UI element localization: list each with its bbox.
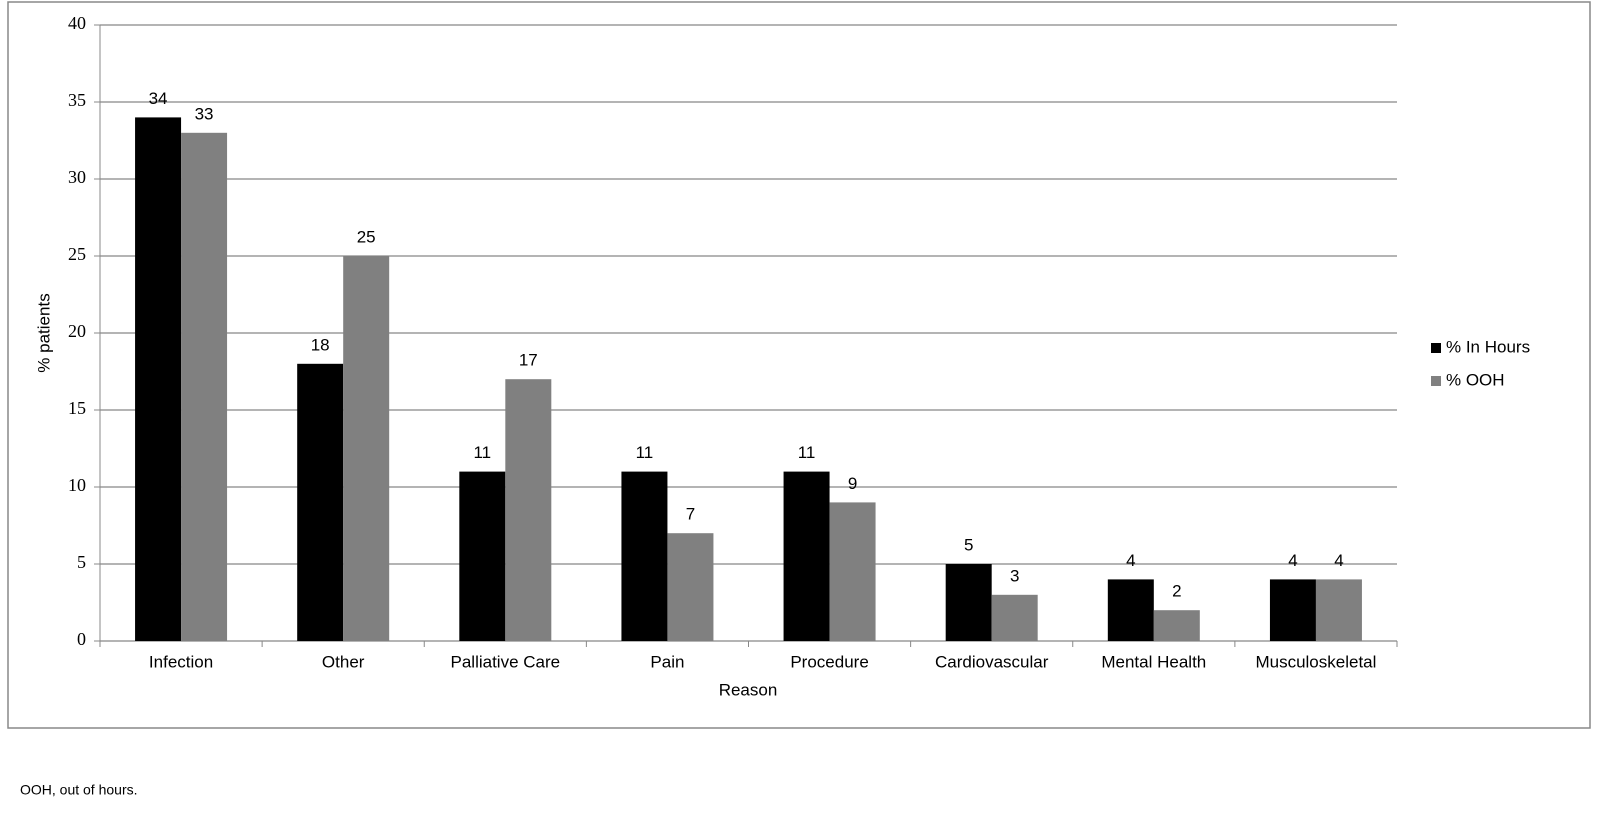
y-axis-title: % patients: [34, 293, 53, 372]
data-label: 2: [1172, 582, 1181, 601]
data-label: 3: [1010, 566, 1019, 585]
bar: [621, 471, 668, 641]
y-tick-label: 25: [68, 244, 86, 264]
data-label: 34: [149, 89, 168, 108]
data-label: 11: [473, 443, 491, 462]
y-tick-label: 0: [77, 629, 86, 649]
bar: [505, 379, 552, 641]
bar: [783, 471, 830, 641]
chart-frame: [7, 1, 1591, 729]
bar: [135, 117, 182, 641]
y-tick-label: 10: [68, 475, 86, 495]
data-label: 11: [636, 443, 654, 462]
data-label: 25: [357, 227, 376, 246]
y-tick-label: 20: [68, 321, 86, 341]
data-label: 4: [1126, 551, 1135, 570]
bar: [829, 502, 876, 641]
data-label: 17: [519, 351, 538, 370]
bar: [945, 564, 992, 641]
data-label: 33: [195, 104, 214, 123]
y-tick-label: 15: [68, 398, 86, 418]
footnote: OOH, out of hours.: [20, 782, 138, 798]
x-tick-label: Infection: [149, 652, 213, 671]
x-tick-label: Pain: [650, 652, 684, 671]
data-label: 4: [1334, 551, 1343, 570]
bar: [181, 132, 228, 642]
y-tick-label: 35: [68, 90, 86, 110]
bar: [343, 256, 390, 641]
data-label: 7: [686, 505, 695, 524]
legend-swatch: [1431, 343, 1441, 353]
x-tick-label: Mental Health: [1101, 652, 1206, 671]
bar: [1107, 579, 1154, 641]
bar: [667, 533, 714, 641]
legend-swatch: [1431, 376, 1441, 386]
bar: [297, 363, 344, 641]
data-label: 4: [1288, 551, 1297, 570]
data-label: 18: [311, 335, 330, 354]
x-tick-label: Other: [322, 652, 365, 671]
x-tick-label: Procedure: [790, 652, 868, 671]
x-tick-label: Cardiovascular: [935, 652, 1049, 671]
bar: [1153, 610, 1200, 641]
data-label: 11: [798, 443, 816, 462]
y-tick-label: 40: [68, 13, 86, 33]
bar: [459, 471, 506, 641]
data-label: 9: [848, 474, 857, 493]
x-axis-title: Reason: [719, 680, 778, 699]
x-tick-label: Palliative Care: [451, 652, 561, 671]
bar: [991, 594, 1038, 641]
y-tick-label: 30: [68, 167, 86, 187]
legend-label: % In Hours: [1446, 337, 1530, 356]
bar: [1269, 579, 1316, 641]
bar: [1315, 579, 1362, 641]
data-label: 5: [964, 535, 973, 554]
x-tick-label: Musculoskeletal: [1255, 652, 1376, 671]
legend-label: % OOH: [1446, 370, 1505, 389]
y-tick-label: 5: [77, 552, 86, 572]
